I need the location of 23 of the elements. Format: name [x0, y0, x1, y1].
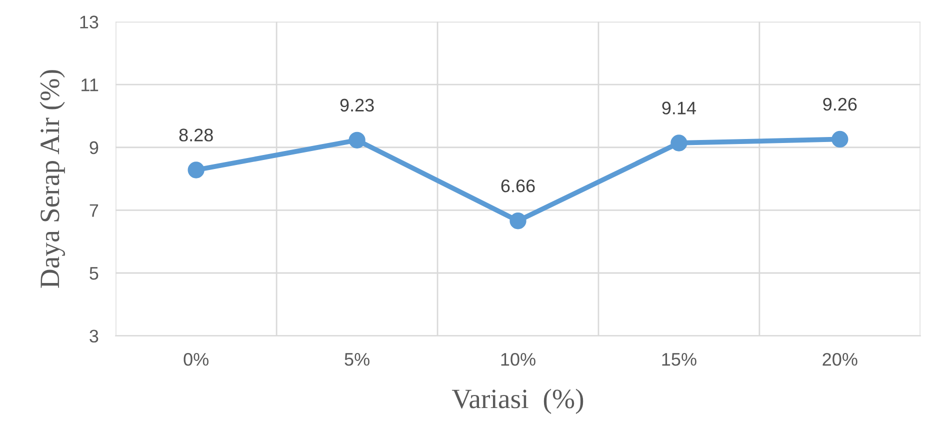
point: [510, 212, 526, 230]
y-tick-label: 5: [90, 267, 98, 280]
point: [348, 132, 366, 148]
x-tick-label: 20%: [822, 352, 858, 366]
point: [188, 162, 204, 178]
y-tick-label: 3: [90, 330, 98, 343]
x-tick-label: 15%: [662, 353, 696, 366]
data-label: 9.23: [340, 98, 374, 112]
y-tick-label: 11: [82, 78, 98, 92]
point: [832, 130, 848, 148]
y-axis-title: Daya Serap Air (%): [40, 70, 65, 288]
x-axis-title: Variasi (%): [452, 388, 584, 414]
y-tick-label: 7: [90, 204, 98, 217]
data-label: 6.66: [501, 180, 535, 192]
data-label: 9.26: [823, 98, 857, 111]
x-tick-label: 0%: [184, 352, 209, 366]
y-tick-label: 13: [80, 16, 98, 28]
data-label: 9.14: [662, 102, 696, 114]
x-tick-label: 10%: [501, 352, 536, 366]
point: [670, 134, 688, 152]
data-label: 8.28: [179, 128, 213, 142]
y-tick-label: 9: [90, 141, 98, 154]
x-tick-label: 5%: [344, 353, 370, 366]
